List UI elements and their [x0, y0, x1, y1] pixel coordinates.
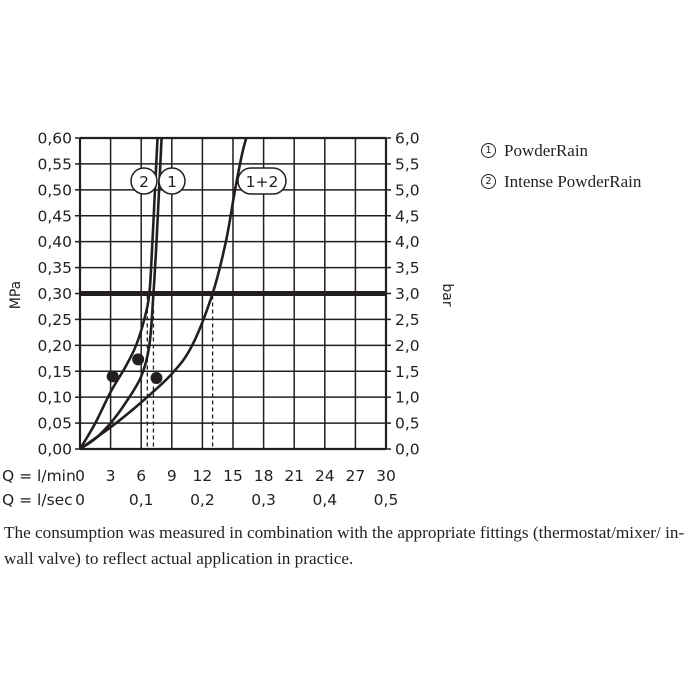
- series-line-2: [78, 137, 159, 450]
- y-left-tick-label: 0,10: [37, 389, 72, 407]
- y-left-tick-label: 0,50: [37, 181, 72, 199]
- series-marker-1-plus-2: [106, 370, 119, 383]
- y-left-tick-label: 0,40: [37, 233, 72, 251]
- y-left-tick-label: 0,05: [37, 415, 72, 433]
- y-right-axis-title: bar: [439, 283, 455, 306]
- legend: 1 PowderRain 2 Intense PowderRain: [481, 138, 641, 200]
- y-right-tick-label: 2,5: [395, 311, 420, 329]
- flow-chart: 12 1+2 0,000,050,100,150,200,250,300,350,…: [2, 130, 455, 510]
- reference-layer: [80, 291, 386, 449]
- y-right-tick-label: 6,0: [395, 130, 420, 148]
- y-right-tick-label: 4,5: [395, 207, 420, 225]
- legend-marker-1: 1: [481, 143, 496, 158]
- y-right-tick-label: 2,0: [395, 337, 420, 355]
- consumption-note: The consumption was measured in combinat…: [4, 523, 685, 568]
- y-right-tick-label: 0,0: [395, 441, 420, 459]
- x-lps-tick-label: 0,2: [190, 491, 215, 509]
- y-left-tick-label: 0,45: [37, 207, 72, 225]
- x-row2-axis-title: Q = l/sec: [2, 491, 73, 509]
- x-lpm-tick-label: 24: [315, 467, 335, 485]
- curve-label-bubble-2: [130, 167, 158, 195]
- legend-marker-2: 2: [481, 174, 496, 189]
- x-lpm-tick-label: 9: [167, 467, 177, 485]
- y-right-tick-label: 5,5: [395, 155, 420, 173]
- y-right-tick-label: 1,5: [395, 363, 420, 381]
- y-left-tick-label: 0,35: [37, 259, 72, 277]
- y-left-tick-label: 0,15: [37, 363, 72, 381]
- curve-label-1-plus-2: 1+2: [246, 173, 279, 191]
- y-right-tick-label: 5,0: [395, 181, 420, 199]
- y-right-tick-label: 3,0: [395, 285, 420, 303]
- x-lpm-tick-label: 18: [254, 467, 274, 485]
- x-lps-tick-label: 0,3: [251, 491, 276, 509]
- curves: 12 1+2: [78, 137, 287, 451]
- x-lpm-tick-label: 0: [75, 467, 85, 485]
- y-right-tick-label: 3,5: [395, 259, 420, 277]
- curve-label-bubble-1-plus-2: [237, 167, 287, 195]
- legend-item-intense-powderrain: 2 Intense PowderRain: [481, 169, 641, 194]
- legend-item-powderrain: 1 PowderRain: [481, 138, 641, 163]
- series-marker-1: [150, 371, 163, 384]
- x-lps-tick-label: 0,4: [312, 491, 337, 509]
- x-lpm-tick-label: 21: [284, 467, 304, 485]
- x-lpm-tick-label: 6: [136, 467, 146, 485]
- curve-label-1: 1: [167, 173, 177, 191]
- y-left-axis-title: MPa: [8, 281, 24, 309]
- legend-label-intense-powderrain: Intense PowderRain: [504, 171, 642, 191]
- x-lpm-tick-label: 27: [346, 467, 366, 485]
- series-marker-2: [132, 353, 145, 366]
- curve-label-bubble-1: [158, 167, 186, 195]
- y-left-tick-label: 0,30: [37, 285, 72, 303]
- y-left-tick-label: 0,00: [37, 441, 72, 459]
- x-lps-tick-label: 0,1: [129, 491, 154, 509]
- y-right-tick-label: 4,0: [395, 233, 420, 251]
- legend-label-powderrain: PowderRain: [504, 140, 589, 160]
- tick-labels: 0,000,050,100,150,200,250,300,350,400,45…: [37, 130, 419, 510]
- x-lpm-tick-label: 12: [193, 467, 213, 485]
- y-right-tick-label: 1,0: [395, 389, 420, 407]
- y-left-tick-label: 0,20: [37, 337, 72, 355]
- series-line-1-plus-2: [79, 137, 248, 451]
- curve-label-2: 2: [139, 173, 149, 191]
- y-left-tick-label: 0,55: [37, 155, 72, 173]
- x-lpm-tick-label: 30: [376, 467, 396, 485]
- x-lpm-tick-label: 3: [106, 467, 116, 485]
- y-left-tick-label: 0,25: [37, 311, 72, 329]
- x-lpm-tick-label: 15: [223, 467, 243, 485]
- y-left-tick-label: 0,60: [37, 130, 72, 148]
- x-lps-tick-label: 0,5: [374, 491, 399, 509]
- x-row1-axis-title: Q = l/min: [2, 467, 76, 485]
- x-lps-tick-label: 0: [75, 491, 85, 509]
- y-right-tick-label: 0,5: [395, 415, 420, 433]
